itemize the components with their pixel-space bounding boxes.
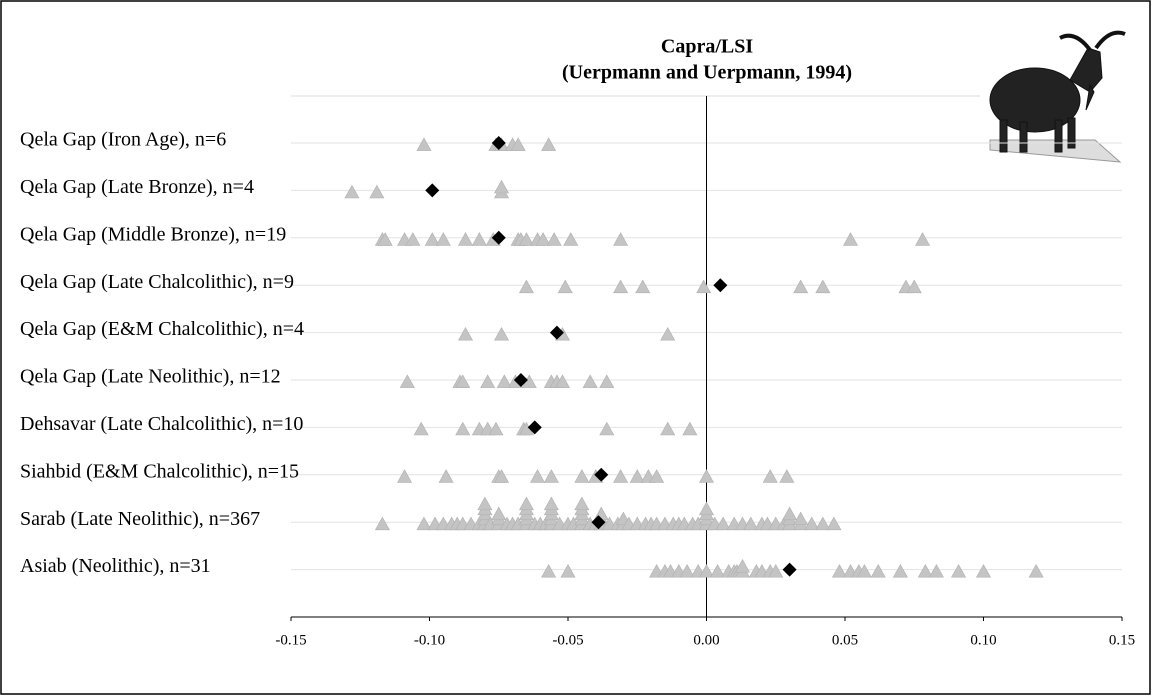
row-label: Qela Gap (Late Chalcolithic), n=9	[20, 271, 294, 293]
row-label: Qela Gap (Late Neolithic), n=12	[20, 366, 281, 388]
x-tick-label: -0.15	[275, 632, 306, 648]
row-label: Siahbid (E&M Chalcolithic), n=15	[20, 460, 299, 482]
frame	[1, 1, 1150, 694]
row-label: Sarab (Late Neolithic), n=367	[20, 508, 260, 530]
x-tick-label: -0.10	[414, 632, 445, 648]
row-label: Qela Gap (Middle Bronze), n=19	[20, 223, 286, 245]
chart-subtitle: (Uerpmann and Uerpmann, 1994)	[562, 62, 852, 84]
x-tick-label: 0.10	[970, 632, 996, 648]
row-label: Qela Gap (E&M Chalcolithic), n=4	[20, 318, 304, 340]
x-tick-label: -0.05	[552, 632, 583, 648]
x-tick-label: 0.15	[1109, 632, 1135, 648]
chart-title: Capra/LSI	[661, 36, 753, 58]
row-label: Asiab (Neolithic), n=31	[20, 555, 211, 577]
chart: Capra/LSI (Uerpmann and Uerpmann, 1994) …	[0, 0, 1152, 696]
x-tick-label: 0.00	[693, 632, 719, 648]
row-label: Dehsavar (Late Chalcolithic), n=10	[20, 413, 303, 435]
row-label: Qela Gap (Iron Age), n=6	[20, 129, 226, 151]
row-label: Qela Gap (Late Bronze), n=4	[20, 176, 254, 198]
x-tick-label: 0.05	[832, 632, 858, 648]
page: Capra/LSI (Uerpmann and Uerpmann, 1994) …	[0, 0, 1152, 696]
